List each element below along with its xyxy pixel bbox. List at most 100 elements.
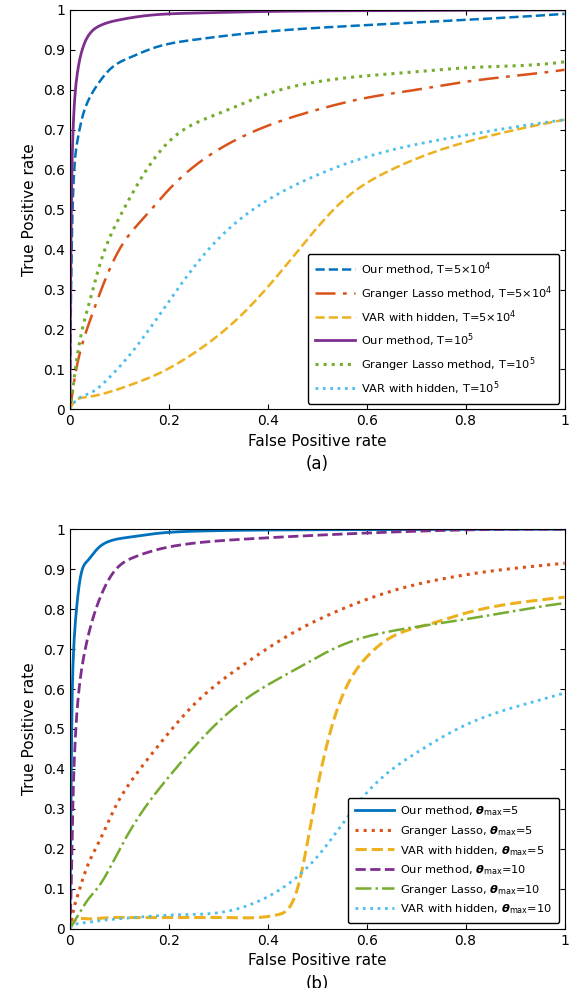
b1 — [367, 524, 374, 535]
a2 — [442, 79, 449, 91]
Line: b2: b2 — [70, 563, 565, 929]
a5 — [354, 71, 361, 83]
b2 — [561, 557, 568, 569]
a5 — [492, 60, 499, 72]
a2 — [492, 72, 499, 84]
b2 — [492, 564, 499, 576]
b4 — [492, 524, 499, 535]
a2 — [367, 91, 374, 103]
b3 — [381, 635, 388, 647]
a1 — [561, 8, 568, 20]
a4 — [492, 4, 499, 16]
b2 — [354, 597, 361, 609]
a5 — [367, 69, 374, 81]
b1 — [381, 524, 388, 535]
a3 — [367, 175, 374, 187]
b1 — [463, 524, 470, 535]
b6 — [66, 923, 73, 935]
Line: b4: b4 — [70, 530, 565, 929]
Legend: Our method, $\boldsymbol{\theta}_{\mathrm{max}}$=5, Granger Lasso, $\boldsymbol{: Our method, $\boldsymbol{\theta}_{\mathr… — [348, 797, 559, 923]
b6 — [367, 783, 374, 795]
b1 — [354, 524, 361, 535]
a3 — [492, 128, 499, 140]
a6 — [354, 154, 361, 166]
b1 — [493, 524, 500, 535]
b1 — [442, 524, 449, 535]
b1 — [561, 524, 568, 535]
a6 — [561, 114, 568, 125]
b5 — [367, 629, 374, 641]
b5 — [97, 878, 104, 890]
b6 — [492, 707, 499, 719]
a2 — [97, 287, 104, 298]
b2 — [97, 834, 104, 846]
b5 — [354, 633, 361, 645]
a5 — [66, 403, 73, 415]
Line: b1: b1 — [70, 530, 565, 929]
b3 — [97, 912, 104, 924]
a5 — [381, 68, 388, 80]
b2 — [367, 592, 374, 604]
Legend: Our method, T=5×10$^4$, Granger Lasso method, T=5×10$^4$, VAR with hidden, T=5×1: Our method, T=5×10$^4$, Granger Lasso me… — [308, 254, 559, 404]
b2 — [66, 923, 73, 935]
a6 — [381, 146, 388, 158]
b1 — [97, 540, 104, 552]
a4 — [561, 4, 568, 16]
a3 — [442, 142, 449, 154]
a3 — [561, 114, 568, 125]
b4 — [561, 524, 568, 535]
a1 — [442, 15, 449, 27]
a5 — [97, 258, 104, 270]
Line: a2: a2 — [70, 70, 565, 409]
Line: b6: b6 — [70, 693, 565, 929]
a1 — [354, 20, 361, 32]
b4 — [381, 527, 388, 538]
b4 — [513, 524, 520, 535]
a6 — [367, 150, 374, 162]
a5 — [442, 63, 449, 75]
a2 — [561, 64, 568, 76]
Line: a3: a3 — [70, 120, 565, 409]
a2 — [354, 94, 361, 106]
b5 — [492, 609, 499, 620]
b6 — [442, 729, 449, 741]
b6 — [354, 798, 361, 810]
b3 — [561, 591, 568, 603]
Line: a1: a1 — [70, 14, 565, 409]
Text: (b): (b) — [306, 974, 329, 988]
b5 — [381, 626, 388, 638]
b5 — [66, 923, 73, 935]
b3 — [66, 923, 73, 935]
a4 — [367, 5, 374, 17]
a4 — [354, 5, 361, 17]
X-axis label: False Positive rate: False Positive rate — [248, 953, 386, 968]
a3 — [97, 388, 104, 400]
a6 — [97, 380, 104, 392]
b6 — [561, 687, 568, 699]
a1 — [367, 19, 374, 31]
b5 — [442, 617, 449, 628]
b4 — [354, 528, 361, 539]
a2 — [66, 403, 73, 415]
Line: a5: a5 — [70, 62, 565, 409]
a3 — [354, 184, 361, 196]
b2 — [442, 572, 449, 584]
a4 — [97, 20, 104, 32]
a6 — [442, 133, 449, 145]
b3 — [367, 647, 374, 659]
b4 — [367, 527, 374, 538]
a4 — [381, 5, 388, 17]
a3 — [66, 403, 73, 415]
a4 — [66, 403, 73, 415]
b1 — [66, 923, 73, 935]
b4 — [442, 525, 449, 536]
Text: (a): (a) — [306, 455, 329, 473]
b6 — [381, 769, 388, 781]
a3 — [381, 167, 388, 179]
Line: b3: b3 — [70, 597, 565, 929]
Line: a6: a6 — [70, 120, 565, 409]
a1 — [381, 18, 388, 30]
Y-axis label: True Positive rate: True Positive rate — [23, 663, 37, 795]
b4 — [66, 923, 73, 935]
a6 — [66, 403, 73, 415]
